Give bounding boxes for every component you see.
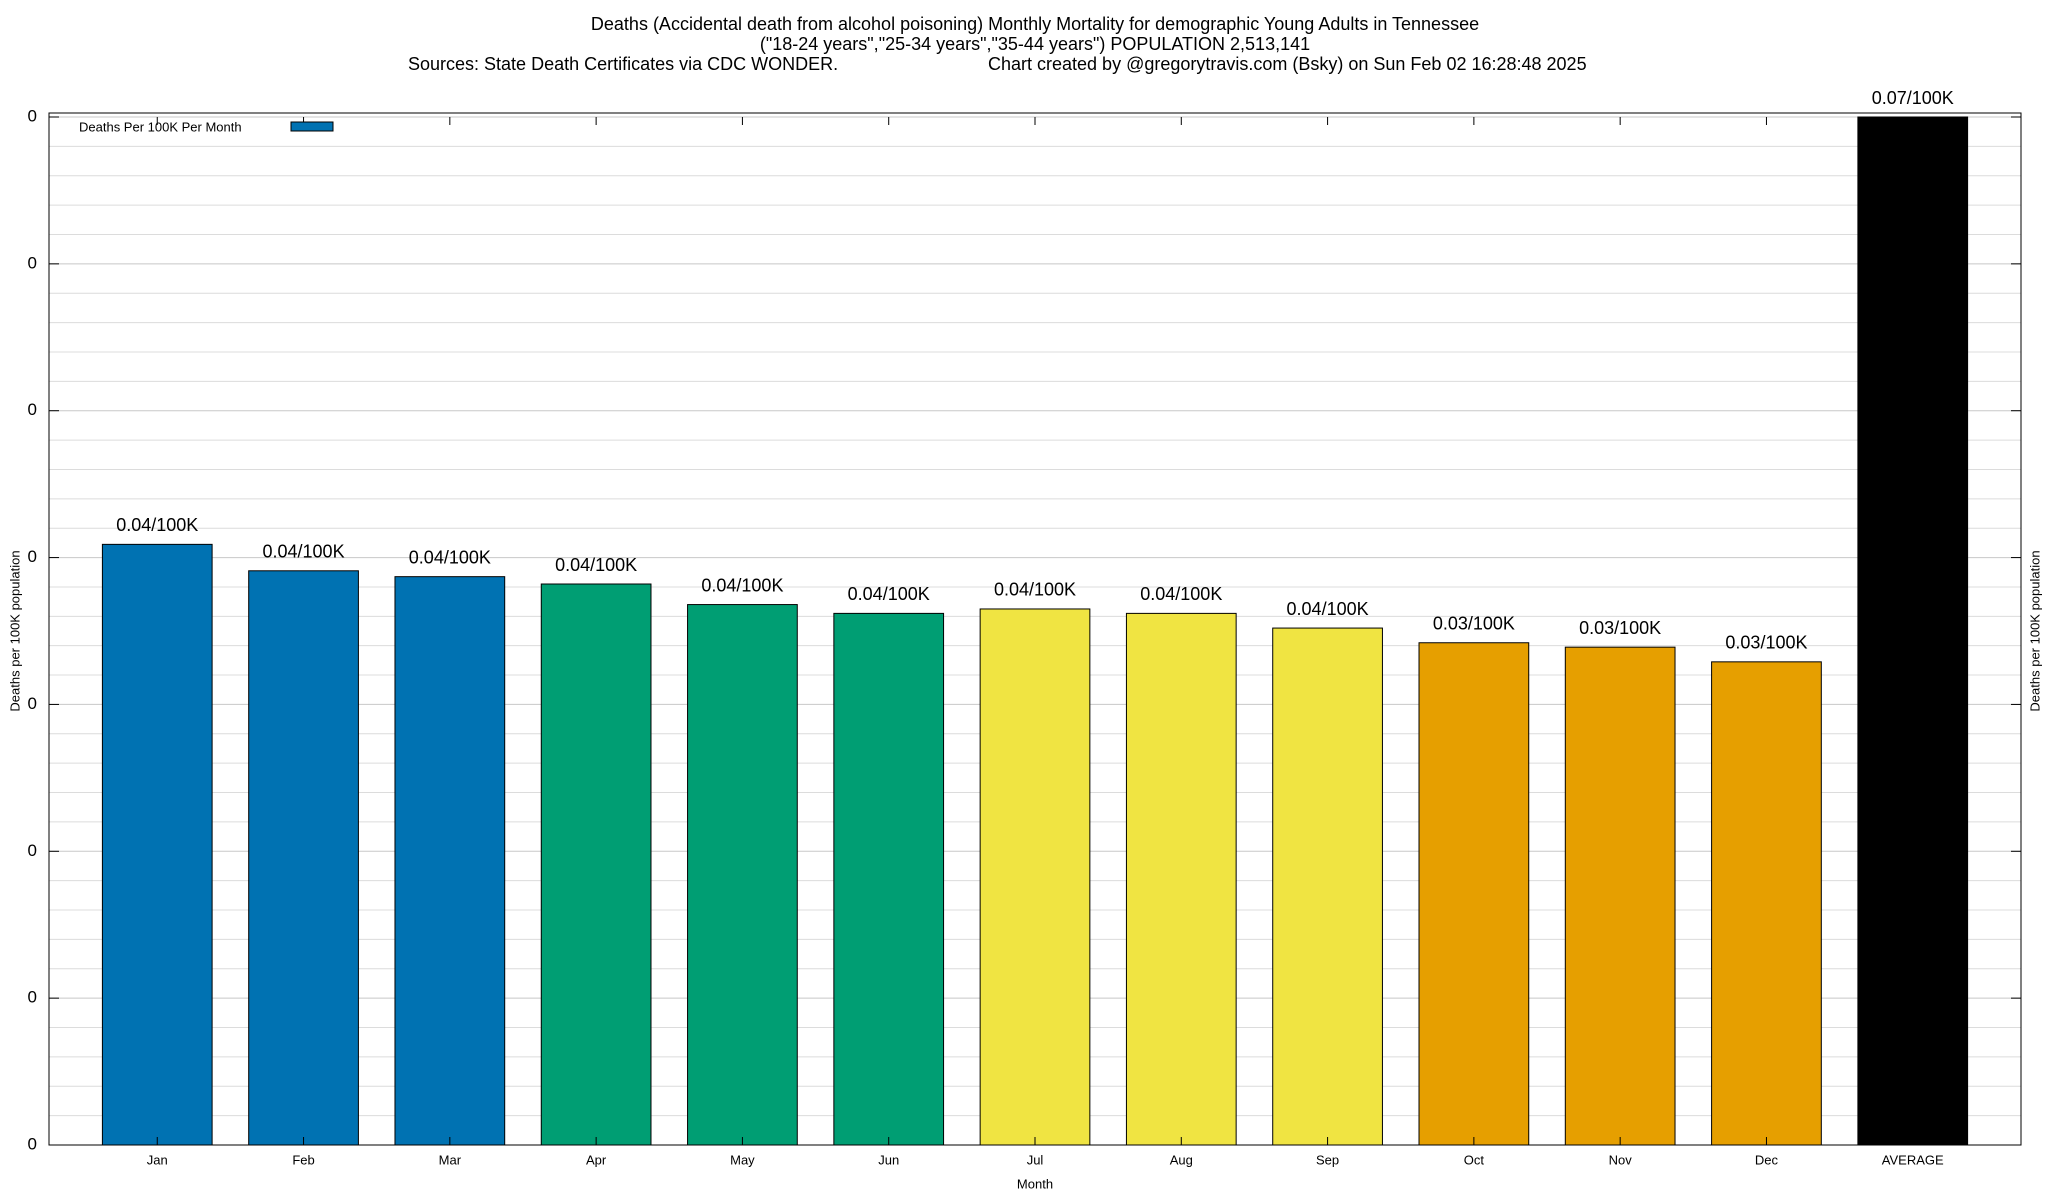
x-tick-label: Sep [1316, 1152, 1339, 1167]
y-tick-label: 0 [28, 694, 37, 713]
y-tick-label: 0 [28, 400, 37, 419]
value-label: 0.04/100K [994, 580, 1076, 600]
bar [1857, 116, 1969, 1146]
bar [540, 583, 652, 1146]
bar [1418, 642, 1530, 1146]
x-tick-label: Mar [439, 1152, 462, 1167]
x-tick-label: Dec [1755, 1152, 1779, 1167]
x-tick-label: Feb [292, 1152, 314, 1167]
y-tick-label: 0 [28, 253, 37, 272]
bar [394, 576, 506, 1146]
y-axis-label: Deaths per 100K population [7, 550, 22, 711]
chart-title: Deaths (Accidental death from alcohol po… [591, 14, 1479, 34]
bar [1272, 627, 1383, 1146]
y-tick-label: 0 [28, 841, 37, 860]
value-label: 0.03/100K [1725, 633, 1807, 653]
bar [979, 608, 1091, 1146]
value-label: 0.04/100K [409, 547, 491, 567]
bar [833, 612, 945, 1146]
value-label: 0.04/100K [1140, 584, 1222, 604]
bar [1564, 646, 1676, 1146]
value-label: 0.04/100K [1287, 599, 1369, 619]
x-tick-label: Jan [147, 1152, 168, 1167]
y-tick-label: 0 [28, 1134, 37, 1153]
legend-label: Deaths Per 100K Per Month [79, 119, 242, 134]
x-tick-label: AVERAGE [1882, 1152, 1944, 1167]
y-tick-label: 0 [28, 988, 37, 1007]
value-label: 0.03/100K [1433, 613, 1515, 633]
value-label: 0.03/100K [1579, 618, 1661, 638]
x-tick-label: Oct [1464, 1152, 1485, 1167]
bar [687, 604, 798, 1146]
legend-swatch [290, 121, 334, 132]
x-axis-label: Month [1017, 1176, 1053, 1191]
value-label: 0.07/100K [1872, 88, 1954, 108]
value-label: 0.04/100K [555, 555, 637, 575]
x-tick-label: Jul [1027, 1152, 1044, 1167]
value-label: 0.04/100K [701, 575, 783, 595]
bar [101, 543, 213, 1146]
plot-frame [48, 112, 2022, 1146]
x-tick-label: Jun [878, 1152, 899, 1167]
bar [1711, 661, 1822, 1146]
value-label: 0.04/100K [263, 542, 345, 562]
y2-axis-label: Deaths per 100K population [2027, 550, 2042, 711]
chart-subtitle: ("18-24 years","25-34 years","35-44 year… [760, 34, 1310, 54]
value-label: 0.04/100K [848, 584, 930, 604]
x-tick-label: Aug [1170, 1152, 1193, 1167]
chart-credit: Chart created by @gregorytravis.com (Bsk… [988, 54, 1587, 74]
x-tick-label: Nov [1609, 1152, 1633, 1167]
x-tick-label: Apr [586, 1152, 607, 1167]
chart-source: Sources: State Death Certificates via CD… [408, 54, 838, 74]
bar [1125, 612, 1237, 1146]
y-tick-label: 0 [28, 106, 37, 125]
bar [248, 570, 359, 1146]
value-label: 0.04/100K [116, 515, 198, 535]
y-tick-label: 0 [28, 547, 37, 566]
x-tick-label: May [730, 1152, 755, 1167]
